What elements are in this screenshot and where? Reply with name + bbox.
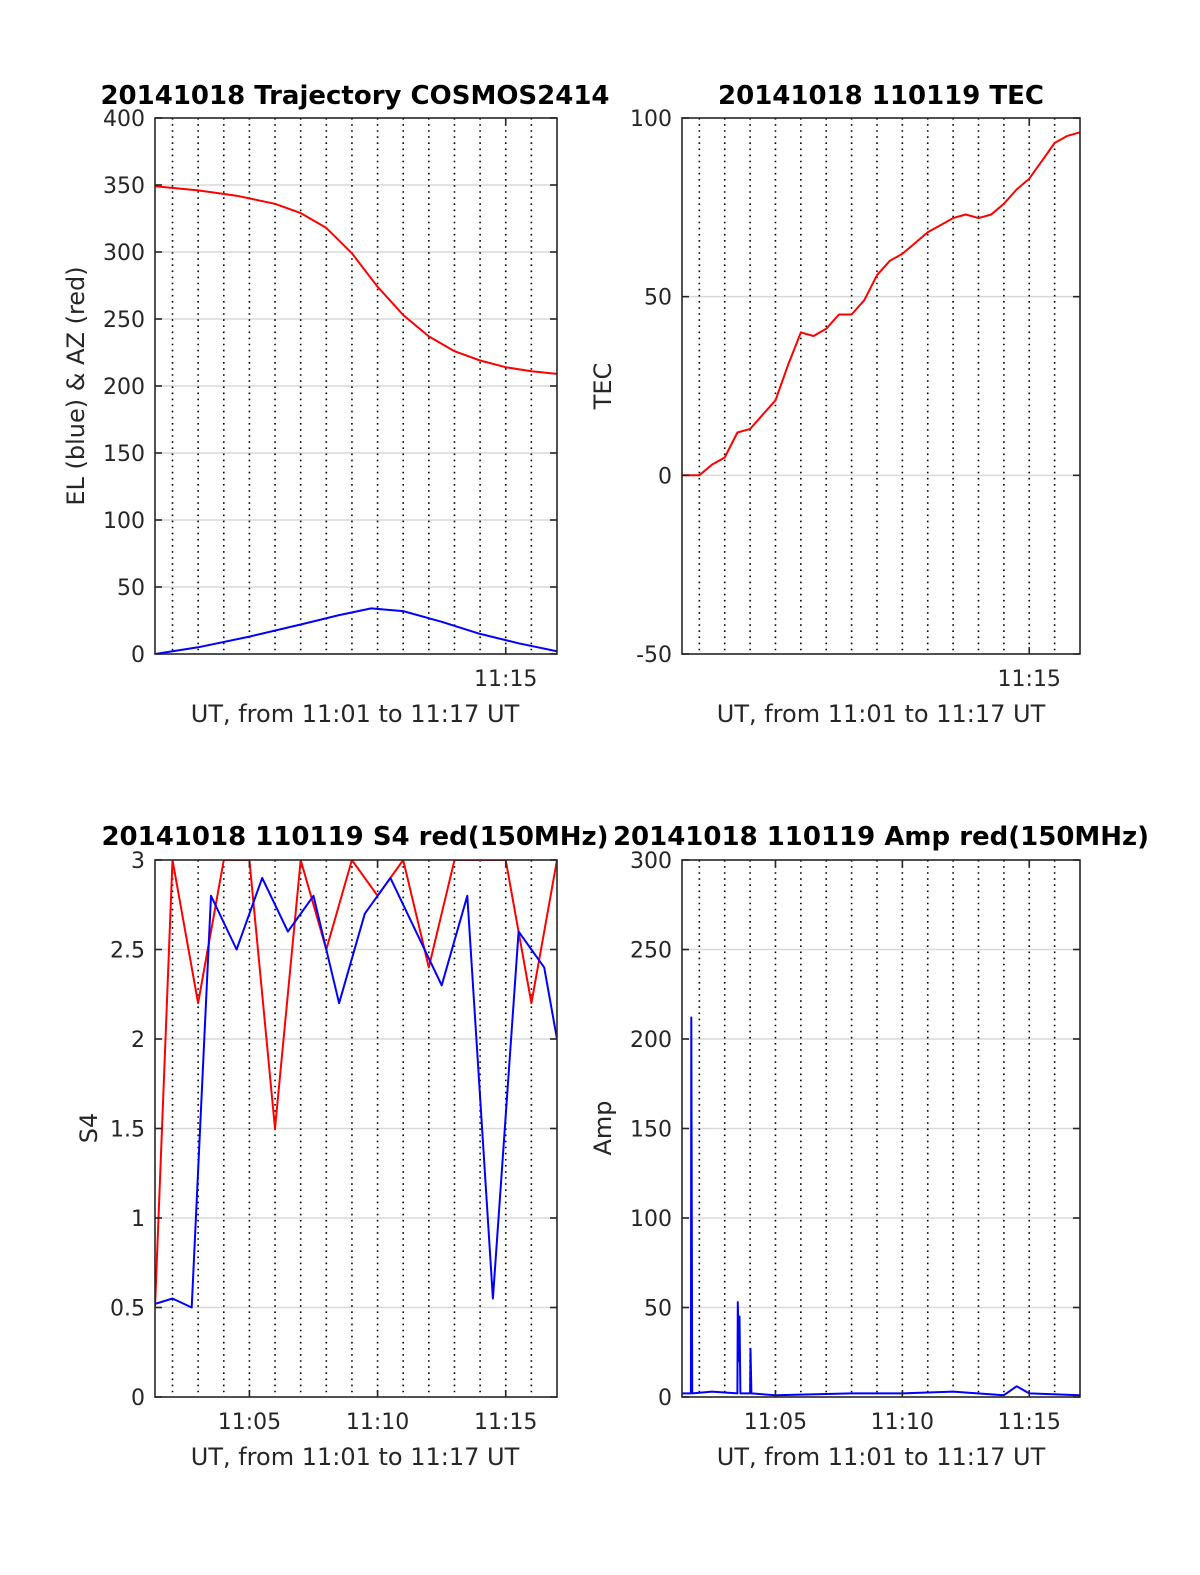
chart-amp-ylabel: Amp bbox=[589, 1100, 617, 1155]
y-tick-label: 2.5 bbox=[110, 939, 145, 964]
y-tick-label: 0 bbox=[658, 464, 672, 489]
y-tick-label: 350 bbox=[103, 174, 145, 199]
y-tick-label: 0 bbox=[131, 1386, 145, 1411]
series-line-0 bbox=[682, 1016, 1080, 1397]
axes-box bbox=[681, 117, 1081, 655]
chart-tec-series bbox=[682, 131, 1080, 477]
y-tick-label: 0 bbox=[131, 643, 145, 668]
chart-trajectory-yticks: 0 50 100 150 200 250 300 350 400 bbox=[103, 107, 557, 668]
x-tick-label: 11:15 bbox=[998, 667, 1061, 692]
series-line-0 bbox=[682, 131, 1080, 477]
y-tick-label: 100 bbox=[630, 107, 672, 132]
chart-trajectory-title: 20141018 Trajectory COSMOS2414 bbox=[100, 81, 609, 111]
y-tick-label: 3 bbox=[131, 849, 145, 874]
chart-tec-grid bbox=[682, 118, 1080, 654]
chart-s4-xticks: 11:05 11:10 11:15 bbox=[218, 860, 537, 1435]
y-tick-label: 300 bbox=[103, 241, 145, 266]
y-tick-label: 150 bbox=[630, 1118, 672, 1143]
series-line-1 bbox=[155, 607, 557, 654]
chart-tec-title: 20141018 110119 TEC bbox=[718, 81, 1044, 111]
chart-amp-grid bbox=[682, 860, 1080, 1397]
x-tick-label: 11:10 bbox=[346, 1410, 409, 1435]
y-tick-label: 300 bbox=[630, 849, 672, 874]
y-tick-label: 250 bbox=[103, 308, 145, 333]
y-tick-label: 400 bbox=[103, 107, 145, 132]
x-tick-label: 11:05 bbox=[744, 1410, 807, 1435]
chart-s4-title: 20141018 110119 S4 red(150MHz) bbox=[101, 822, 608, 852]
y-tick-label: 200 bbox=[103, 375, 145, 400]
series-line-0 bbox=[155, 860, 557, 1308]
chart-tec: 20141018 110119 TEC -50 0 50 100 11:15 UT, … bbox=[589, 81, 1081, 728]
chart-tec-xlabel: UT, from 11:01 to 11:17 UT bbox=[717, 700, 1046, 728]
x-tick-label: 11:10 bbox=[871, 1410, 934, 1435]
y-tick-label: 50 bbox=[117, 576, 145, 601]
chart-amp-series bbox=[682, 1016, 1080, 1397]
chart-s4-yticks: 0 0.5 1 1.5 2 2.5 3 bbox=[110, 849, 557, 1411]
chart-amp: 0 50 100 150 200 250 300 11:05 11:10 11:15 UT, f… bbox=[589, 822, 1149, 1471]
chart-tec-ylabel: TEC bbox=[589, 363, 617, 411]
chart-amp-xticks: 11:05 11:10 11:15 bbox=[744, 860, 1061, 1435]
series-line-1 bbox=[155, 876, 557, 1309]
y-tick-label: 0 bbox=[658, 1386, 672, 1411]
x-tick-label: 11:05 bbox=[218, 1410, 281, 1435]
y-tick-label: 100 bbox=[103, 509, 145, 534]
chart-s4: 0 0.5 1 1.5 2 2.5 3 11:05 11:10 11:15 UT, from 1… bbox=[75, 822, 609, 1471]
y-tick-label: -50 bbox=[636, 643, 672, 668]
y-tick-label: 50 bbox=[644, 1297, 672, 1322]
chart-s4-series bbox=[155, 860, 557, 1309]
chart-amp-yticks: 0 50 100 150 200 250 300 bbox=[630, 849, 1080, 1411]
chart-s4-xlabel: UT, from 11:01 to 11:17 UT bbox=[191, 1443, 520, 1471]
y-tick-label: 200 bbox=[630, 1028, 672, 1053]
chart-amp-title: 20141018 110119 Amp red(150MHz) bbox=[613, 822, 1149, 852]
chart-trajectory-ylabel: EL (blue) & AZ (red) bbox=[62, 266, 90, 505]
x-tick-label: 11:15 bbox=[474, 667, 537, 692]
chart-trajectory-grid bbox=[155, 118, 557, 654]
series-line-0 bbox=[155, 185, 557, 375]
x-tick-label: 11:15 bbox=[998, 1410, 1061, 1435]
y-tick-label: 50 bbox=[644, 286, 672, 311]
chart-amp-xlabel: UT, from 11:01 to 11:17 UT bbox=[717, 1443, 1046, 1471]
y-tick-label: 1 bbox=[131, 1207, 145, 1232]
chart-trajectory-xlabel: UT, from 11:01 to 11:17 UT bbox=[191, 700, 520, 728]
y-tick-label: 0.5 bbox=[110, 1297, 145, 1322]
y-tick-label: 250 bbox=[630, 939, 672, 964]
chart-trajectory-series bbox=[155, 185, 557, 654]
chart-trajectory-xticks: 11:15 bbox=[474, 118, 537, 692]
y-tick-label: 150 bbox=[103, 442, 145, 467]
chart-trajectory: 20141018 Trajectory COSMOS2414 0 50 100 150… bbox=[62, 81, 610, 728]
y-tick-label: 1.5 bbox=[110, 1118, 145, 1143]
chart-tec-yticks: -50 0 50 100 bbox=[630, 107, 1080, 668]
chart-tec-xticks: 11:15 bbox=[998, 118, 1061, 692]
x-tick-label: 11:15 bbox=[474, 1410, 537, 1435]
y-tick-label: 2 bbox=[131, 1028, 145, 1053]
chart-s4-ylabel: S4 bbox=[75, 1113, 103, 1144]
chart-tec-axes bbox=[681, 117, 1081, 655]
y-tick-label: 100 bbox=[630, 1207, 672, 1232]
